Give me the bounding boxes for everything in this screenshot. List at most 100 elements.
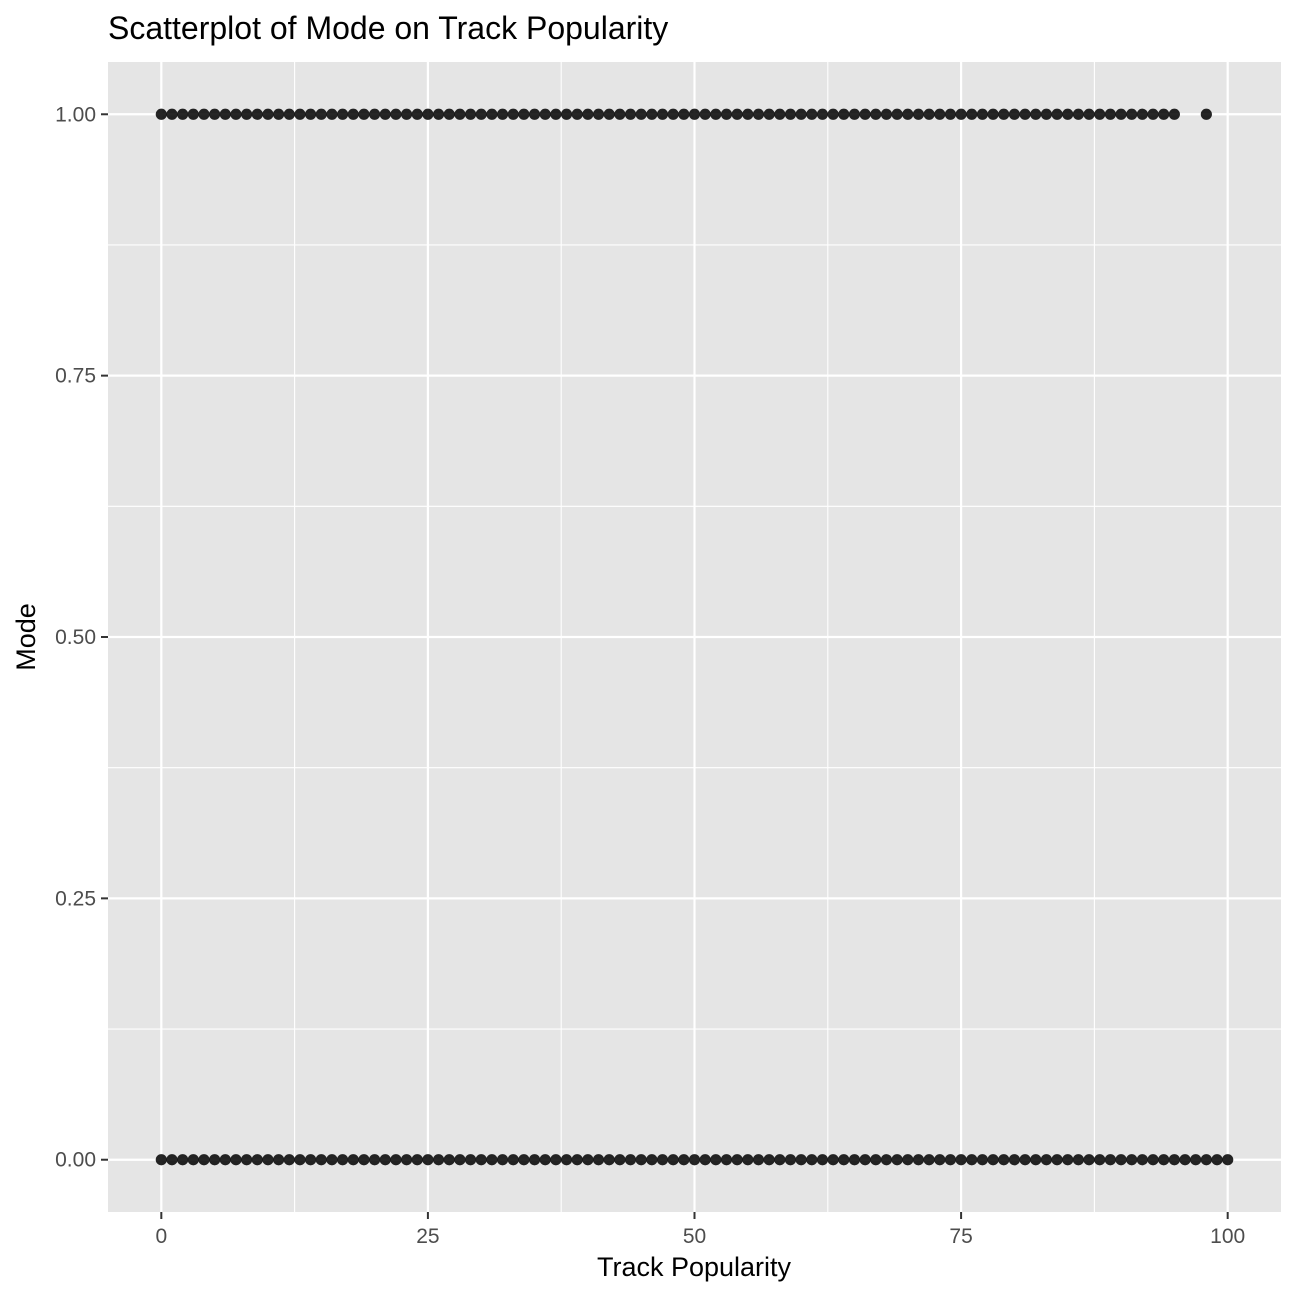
data-point <box>667 108 679 120</box>
data-point <box>560 108 573 120</box>
data-point <box>731 1154 743 1166</box>
data-point <box>283 1154 295 1166</box>
data-point <box>432 1154 445 1166</box>
x-tick-label: 50 <box>683 1225 706 1248</box>
data-point <box>1072 1154 1084 1166</box>
data-point <box>656 1154 669 1166</box>
data-point <box>656 108 669 120</box>
data-point <box>262 108 274 120</box>
data-point <box>678 108 690 120</box>
y-axis-title: Mode <box>11 603 41 671</box>
data-point <box>838 1154 850 1166</box>
x-tick-label: 75 <box>949 1225 972 1248</box>
data-point <box>209 108 221 120</box>
data-point <box>1051 108 1063 120</box>
data-point <box>422 1154 434 1166</box>
data-point <box>592 1154 605 1166</box>
data-point <box>752 1154 765 1166</box>
data-point <box>966 108 978 120</box>
data-point <box>742 108 754 120</box>
data-point <box>400 108 413 120</box>
data-point <box>1104 1154 1116 1166</box>
data-point <box>976 1154 989 1166</box>
data-point <box>251 1154 263 1166</box>
data-point <box>198 108 210 120</box>
y-tick-label: 0.25 <box>55 887 96 910</box>
data-point <box>774 1154 786 1166</box>
data-point <box>230 1154 242 1166</box>
data-point <box>347 108 359 120</box>
data-point <box>1040 1154 1052 1166</box>
data-point <box>923 108 935 120</box>
data-point <box>422 108 434 120</box>
data-point <box>763 1154 775 1166</box>
data-point <box>784 108 797 120</box>
data-point <box>1168 1154 1180 1166</box>
data-point <box>251 108 263 120</box>
data-point <box>1030 108 1042 120</box>
data-point <box>1062 1154 1074 1166</box>
data-point <box>337 1154 349 1166</box>
data-point <box>230 108 242 120</box>
data-point <box>752 108 765 120</box>
data-point <box>1222 1154 1234 1166</box>
data-point <box>667 1154 679 1166</box>
x-tick-label: 25 <box>416 1225 439 1248</box>
data-point <box>870 108 882 120</box>
data-point <box>902 108 914 120</box>
data-point <box>518 108 530 120</box>
data-point <box>923 1154 935 1166</box>
data-point <box>1072 108 1084 120</box>
data-point <box>390 108 402 120</box>
data-point <box>443 1154 455 1166</box>
data-point <box>1136 1154 1148 1166</box>
data-point <box>1200 1154 1212 1166</box>
data-point <box>838 108 850 120</box>
data-point <box>1008 108 1021 120</box>
y-tick-label: 0.00 <box>55 1149 96 1172</box>
data-point <box>688 108 701 120</box>
data-point <box>443 108 455 120</box>
data-point <box>209 1154 221 1166</box>
data-point <box>891 1154 903 1166</box>
data-point <box>358 108 370 120</box>
data-point <box>550 108 562 120</box>
data-point <box>710 1154 722 1166</box>
data-point <box>582 108 594 120</box>
data-point <box>262 1154 274 1166</box>
data-point <box>305 1154 317 1166</box>
data-point <box>198 1154 210 1166</box>
data-point <box>1147 1154 1159 1166</box>
data-point <box>315 1154 327 1166</box>
data-point <box>1158 108 1170 120</box>
data-point <box>454 108 466 120</box>
data-point <box>614 108 626 120</box>
data-point <box>166 1154 178 1166</box>
data-point <box>1030 1154 1042 1166</box>
data-point <box>358 1154 370 1166</box>
data-point <box>710 108 722 120</box>
data-point <box>539 1154 551 1166</box>
y-axis: 0.00 0.25 0.50 0.75 1.00 <box>55 103 108 1172</box>
data-point <box>912 1154 925 1166</box>
data-point <box>784 1154 797 1166</box>
data-point <box>475 108 487 120</box>
data-point <box>550 1154 562 1166</box>
data-point <box>1062 108 1074 120</box>
data-point <box>1094 108 1106 120</box>
data-point <box>496 1154 509 1166</box>
data-point <box>528 108 541 120</box>
chart-title: Scatterplot of Mode on Track Popularity <box>108 10 668 46</box>
data-point <box>294 1154 306 1166</box>
data-point <box>518 1154 530 1166</box>
data-point <box>187 1154 199 1166</box>
x-tick-label: 0 <box>155 1225 167 1248</box>
data-point <box>795 108 807 120</box>
data-point <box>1040 108 1052 120</box>
data-point <box>720 108 733 120</box>
data-point <box>742 1154 754 1166</box>
data-point <box>998 108 1010 120</box>
data-point <box>390 1154 402 1166</box>
grid-lines <box>108 62 1281 1212</box>
